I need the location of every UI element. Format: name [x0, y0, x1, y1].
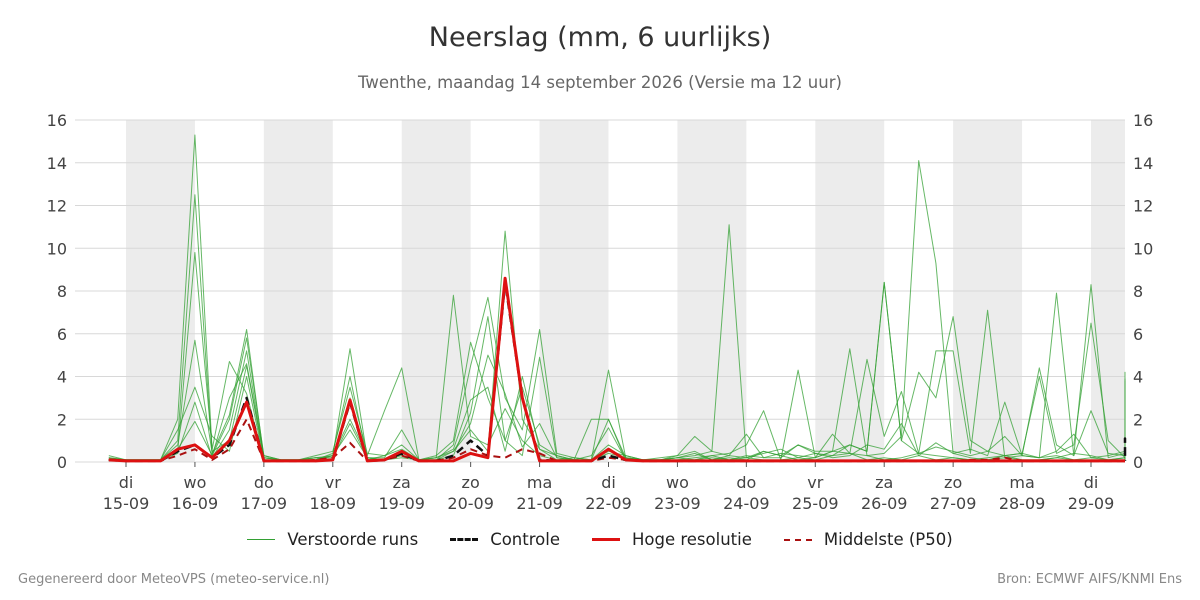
legend-label-median: Middelste (P50) — [823, 530, 953, 549]
y-tick-label-right: 8 — [1133, 282, 1143, 301]
x-tick-date: 20-09 — [447, 494, 494, 513]
legend-swatch-ensemble — [247, 539, 276, 540]
legend-label-ensemble: Verstoorde runs — [287, 530, 419, 549]
x-tick-day: zo — [462, 473, 480, 492]
x-tick-date: 24-09 — [723, 494, 770, 513]
x-tick-day: di — [601, 473, 616, 492]
y-tick-label-right: 6 — [1133, 325, 1143, 344]
y-tick-label-left: 16 — [47, 111, 67, 130]
x-tick-date: 26-09 — [861, 494, 908, 513]
y-tick-label-right: 10 — [1133, 239, 1153, 258]
y-tick-label-left: 0 — [57, 453, 67, 472]
x-tick-date: 27-09 — [930, 494, 977, 513]
legend-label-hires: Hoge resolutie — [631, 530, 752, 549]
x-tick-day: di — [119, 473, 134, 492]
y-tick-label-left: 12 — [47, 197, 67, 216]
x-tick-date: 22-09 — [585, 494, 632, 513]
legend-swatch-median — [783, 538, 812, 541]
legend: Verstoorde runs Controle Hoge resolutie … — [0, 530, 1200, 549]
legend-label-control: Controle — [490, 530, 560, 549]
footer-generated-by: Gegenereerd door MeteoVPS (meteo-service… — [18, 572, 330, 587]
x-tick-day: za — [393, 473, 411, 492]
y-tick-label-left: 2 — [57, 410, 67, 429]
y-tick-label-right: 14 — [1133, 154, 1153, 173]
y-tick-label-left: 4 — [57, 368, 67, 387]
y-tick-label-left: 8 — [57, 282, 67, 301]
x-tick-day: vr — [807, 473, 823, 492]
x-tick-day: do — [736, 473, 756, 492]
x-tick-date: 16-09 — [172, 494, 219, 513]
chart-subtitle: Twenthe, maandag 14 september 2026 (Vers… — [358, 73, 842, 92]
x-tick-date: 21-09 — [516, 494, 563, 513]
y-tick-label-right: 16 — [1133, 111, 1153, 130]
x-tick-date: 15-09 — [103, 494, 150, 513]
y-tick-label-right: 12 — [1133, 197, 1153, 216]
footer-source: Bron: ECMWF AIFS/KNMI Ens — [997, 572, 1182, 587]
x-tick-date: 28-09 — [999, 494, 1046, 513]
x-tick-day: za — [875, 473, 893, 492]
x-tick-day: do — [254, 473, 274, 492]
x-tick-date: 29-09 — [1068, 494, 1115, 513]
y-tick-label-left: 6 — [57, 325, 67, 344]
x-tick-day: vr — [325, 473, 341, 492]
x-tick-day: zo — [944, 473, 962, 492]
x-tick-day: ma — [527, 473, 552, 492]
x-tick-day: wo — [666, 473, 689, 492]
x-tick-day: ma — [1009, 473, 1034, 492]
legend-item-ensemble: Verstoorde runs — [247, 530, 418, 549]
y-tick-label-left: 10 — [47, 239, 67, 258]
legend-item-median: Middelste (P50) — [783, 530, 953, 549]
x-tick-date: 25-09 — [792, 494, 839, 513]
legend-swatch-hires — [591, 538, 620, 541]
series-line-hoge-resolutie — [108, 276, 1125, 463]
chart-title: Neerslag (mm, 6 uurlijks) — [428, 22, 772, 53]
y-tick-label-right: 4 — [1133, 368, 1143, 387]
x-tick-date: 19-09 — [378, 494, 425, 513]
y-tick-label-right: 0 — [1133, 453, 1143, 472]
y-tick-label-right: 2 — [1133, 410, 1143, 429]
y-tick-label-left: 14 — [47, 154, 67, 173]
x-tick-day: wo — [183, 473, 206, 492]
x-tick-date: 17-09 — [241, 494, 288, 513]
x-tick-date: 18-09 — [310, 494, 357, 513]
legend-item-hires: Hoge resolutie — [591, 530, 752, 549]
legend-swatch-control — [450, 538, 479, 541]
x-tick-day: di — [1084, 473, 1099, 492]
x-tick-date: 23-09 — [654, 494, 701, 513]
legend-item-control: Controle — [450, 530, 560, 549]
